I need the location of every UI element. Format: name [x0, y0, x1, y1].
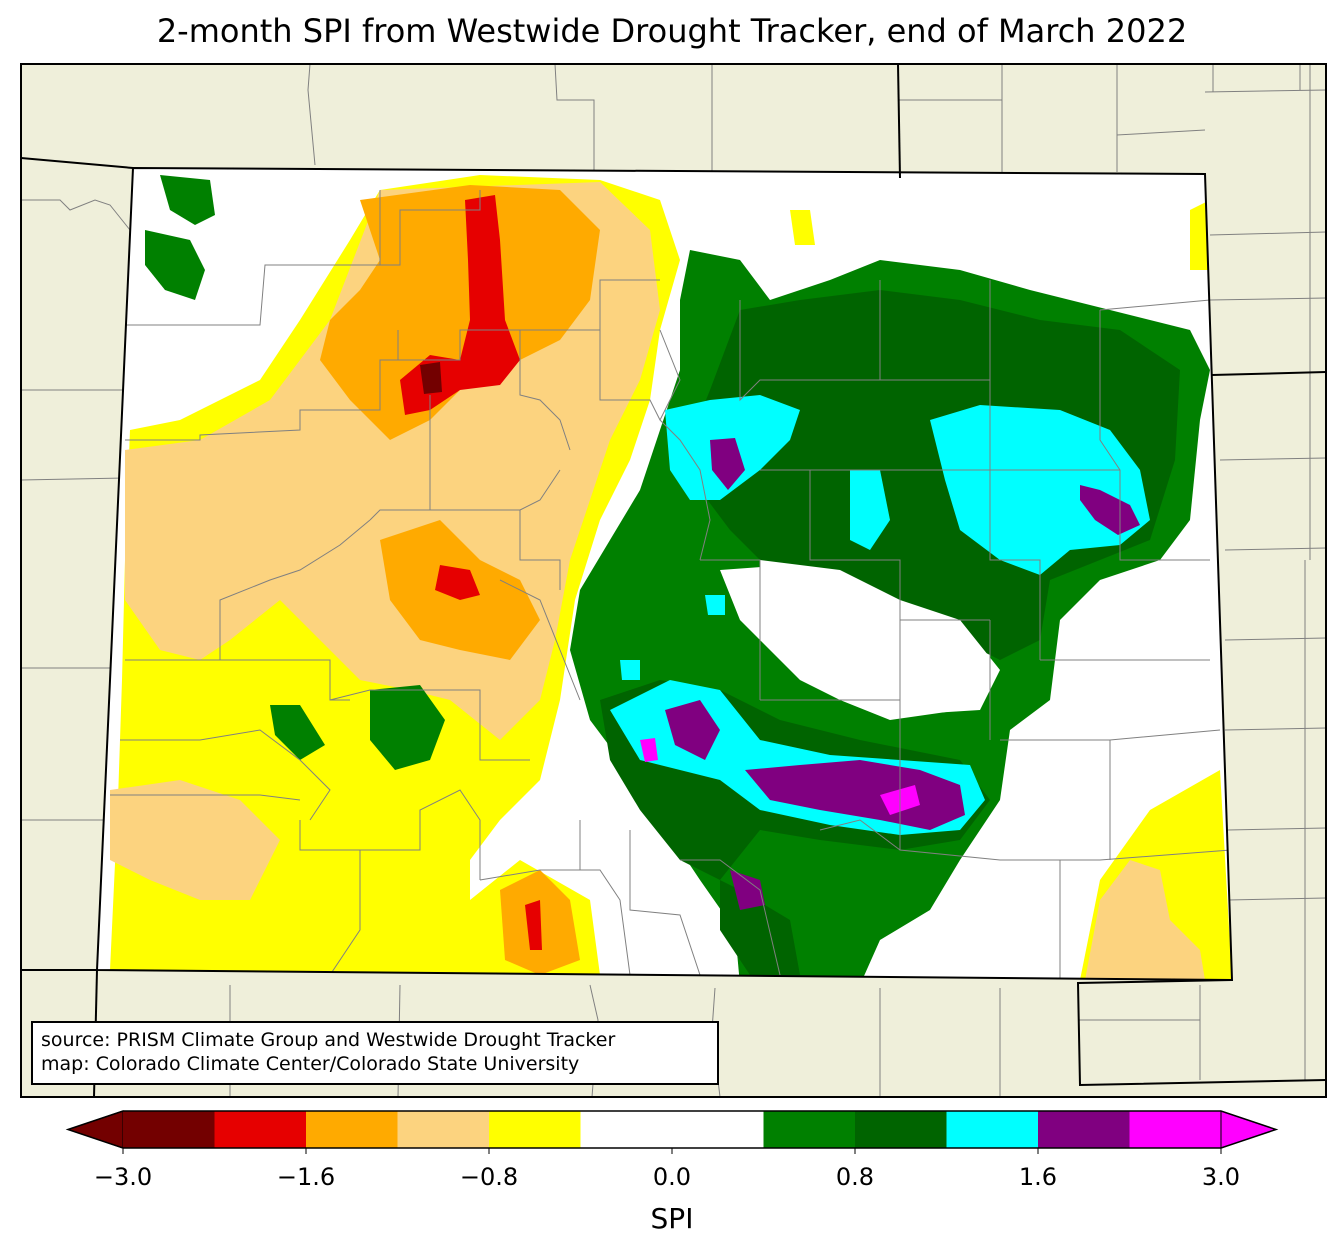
colorbar-tick-label: 1.6 [1018, 1163, 1058, 1191]
colorbar-tick-label: 0.8 [835, 1163, 875, 1191]
colorbar-bin [1038, 1111, 1130, 1148]
colorbar-bin [123, 1111, 215, 1148]
map-frame [20, 63, 1327, 1098]
colorbar-tick-label: 3.0 [1201, 1163, 1241, 1191]
colorbar-arrow-low [66, 1110, 124, 1149]
credit-map: map: Colorado Climate Center/Colorado St… [41, 1053, 580, 1075]
colorbar-bin [763, 1111, 856, 1148]
spi-field [97, 168, 1232, 980]
colorbar-bin [397, 1111, 490, 1148]
colorbar-bin [946, 1111, 1039, 1148]
colorbar-tick-label: 0.0 [652, 1163, 692, 1191]
colorbar-bin [855, 1111, 947, 1148]
credit-box: source: PRISM Climate Group and Westwide… [31, 1021, 719, 1085]
colorbar-bin [672, 1111, 764, 1148]
colorbar [65, 1110, 1279, 1154]
colorbar-label: SPI [650, 1202, 694, 1235]
colorbar-tick-label: −3.0 [93, 1163, 153, 1191]
colorbar-tick-label: −1.6 [276, 1163, 336, 1191]
colorbar-bin [580, 1111, 673, 1148]
colorbar-bin [489, 1111, 581, 1148]
map-border [20, 63, 1327, 1098]
colorbar-bin [1129, 1111, 1222, 1148]
map-title: 2-month SPI from Westwide Drought Tracke… [156, 12, 1188, 50]
colorado-county-lines [110, 190, 1231, 980]
colorbar-tick-label: −0.8 [459, 1163, 519, 1191]
colorbar-arrow-high [1220, 1110, 1278, 1149]
neighbor-county-lines [21, 64, 1326, 1097]
colorbar-bin [306, 1111, 398, 1148]
colorbar-bin [214, 1111, 307, 1148]
credit-source: source: PRISM Climate Group and Westwide… [41, 1029, 616, 1051]
